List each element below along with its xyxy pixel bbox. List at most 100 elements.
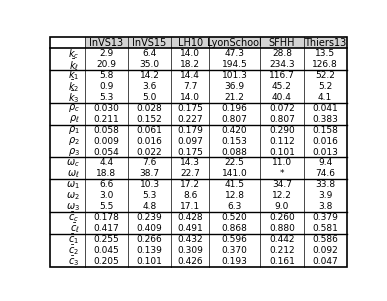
Text: 5.3: 5.3 bbox=[142, 191, 157, 200]
Text: $\rho_2$: $\rho_2$ bbox=[68, 135, 79, 147]
Text: 14.3: 14.3 bbox=[180, 158, 200, 167]
Text: 0.442: 0.442 bbox=[269, 235, 295, 244]
Text: 0.022: 0.022 bbox=[137, 147, 163, 157]
Text: 0.239: 0.239 bbox=[137, 213, 163, 222]
Text: 234.3: 234.3 bbox=[269, 60, 295, 69]
Text: LH10: LH10 bbox=[178, 38, 203, 48]
Text: $\bar{c}_2$: $\bar{c}_2$ bbox=[68, 244, 79, 257]
Text: $\bar{c}_c$: $\bar{c}_c$ bbox=[68, 211, 79, 225]
Text: 22.7: 22.7 bbox=[180, 169, 200, 178]
Text: 0.432: 0.432 bbox=[177, 235, 203, 244]
Text: 14.0: 14.0 bbox=[180, 49, 200, 58]
Text: 4.1: 4.1 bbox=[318, 93, 332, 102]
Text: 41.5: 41.5 bbox=[224, 180, 245, 189]
Text: 3.0: 3.0 bbox=[99, 191, 113, 200]
Text: 3.6: 3.6 bbox=[142, 82, 157, 91]
Text: 0.212: 0.212 bbox=[269, 246, 295, 255]
Text: 0.061: 0.061 bbox=[137, 126, 163, 135]
Text: 0.586: 0.586 bbox=[312, 235, 338, 244]
Text: 5.8: 5.8 bbox=[99, 71, 113, 80]
Text: 0.153: 0.153 bbox=[222, 137, 248, 146]
Bar bbox=[85, 37, 128, 48]
Text: 14.4: 14.4 bbox=[180, 71, 200, 80]
Text: 5.2: 5.2 bbox=[318, 82, 332, 91]
Text: 0.807: 0.807 bbox=[222, 115, 248, 124]
Text: 6.3: 6.3 bbox=[228, 202, 242, 211]
Text: 9.4: 9.4 bbox=[318, 158, 332, 167]
Text: 0.175: 0.175 bbox=[177, 147, 203, 157]
Text: 0.370: 0.370 bbox=[222, 246, 248, 255]
Text: 2.9: 2.9 bbox=[99, 49, 113, 58]
Text: 0.016: 0.016 bbox=[312, 137, 338, 146]
Text: SFHH: SFHH bbox=[269, 38, 295, 48]
Text: $\omega_3$: $\omega_3$ bbox=[65, 201, 79, 213]
Text: 6.6: 6.6 bbox=[99, 180, 113, 189]
Text: 8.6: 8.6 bbox=[183, 191, 197, 200]
Text: 5.3: 5.3 bbox=[99, 93, 113, 102]
Text: 0.596: 0.596 bbox=[222, 235, 248, 244]
Text: 45.2: 45.2 bbox=[272, 82, 292, 91]
Text: 0.193: 0.193 bbox=[222, 257, 248, 266]
Text: 47.3: 47.3 bbox=[224, 49, 245, 58]
Text: 74.6: 74.6 bbox=[315, 169, 335, 178]
Text: 35.0: 35.0 bbox=[140, 60, 160, 69]
Text: $\rho_3$: $\rho_3$ bbox=[67, 146, 79, 158]
Text: 0.016: 0.016 bbox=[137, 137, 163, 146]
Text: 3.8: 3.8 bbox=[318, 202, 332, 211]
Text: Thiers13: Thiers13 bbox=[304, 38, 346, 48]
Text: 9.0: 9.0 bbox=[275, 202, 289, 211]
Text: 4.4: 4.4 bbox=[99, 158, 113, 167]
Text: 0.030: 0.030 bbox=[93, 104, 119, 113]
Text: 13.5: 13.5 bbox=[315, 49, 335, 58]
Text: 0.420: 0.420 bbox=[222, 126, 247, 135]
Text: $\omega_2$: $\omega_2$ bbox=[66, 190, 79, 202]
Text: LyonSchool: LyonSchool bbox=[207, 38, 262, 48]
Text: 10.3: 10.3 bbox=[140, 180, 160, 189]
Text: 33.8: 33.8 bbox=[315, 180, 335, 189]
Text: 0.255: 0.255 bbox=[93, 235, 119, 244]
Text: 0.196: 0.196 bbox=[222, 104, 248, 113]
Text: 0.383: 0.383 bbox=[312, 115, 338, 124]
Text: 12.8: 12.8 bbox=[224, 191, 245, 200]
Text: 6.4: 6.4 bbox=[142, 49, 157, 58]
Text: $\rho_c$: $\rho_c$ bbox=[68, 102, 79, 114]
Text: 3.9: 3.9 bbox=[318, 191, 332, 200]
Text: 0.013: 0.013 bbox=[312, 147, 338, 157]
Text: 0.260: 0.260 bbox=[269, 213, 295, 222]
Text: $\omega_1$: $\omega_1$ bbox=[66, 179, 79, 191]
Text: $k_1$: $k_1$ bbox=[68, 69, 79, 82]
Text: 101.3: 101.3 bbox=[222, 71, 248, 80]
Text: 0.072: 0.072 bbox=[269, 104, 295, 113]
Text: $\bar{k}_3$: $\bar{k}_3$ bbox=[68, 89, 79, 105]
Text: 0.047: 0.047 bbox=[312, 257, 338, 266]
Text: 0.152: 0.152 bbox=[137, 115, 163, 124]
Text: 0.266: 0.266 bbox=[137, 235, 163, 244]
Text: 0.581: 0.581 bbox=[312, 224, 338, 233]
Text: 141.0: 141.0 bbox=[222, 169, 248, 178]
Text: 0.211: 0.211 bbox=[93, 115, 119, 124]
Text: $\rho_1$: $\rho_1$ bbox=[68, 124, 79, 136]
Text: 34.7: 34.7 bbox=[272, 180, 292, 189]
Text: 0.520: 0.520 bbox=[222, 213, 248, 222]
Text: 0.409: 0.409 bbox=[137, 224, 163, 233]
Text: 0.807: 0.807 bbox=[269, 115, 295, 124]
Text: 17.2: 17.2 bbox=[180, 180, 200, 189]
Text: $\bar{k}_2$: $\bar{k}_2$ bbox=[68, 79, 79, 94]
Text: $\bar{c}_\ell$: $\bar{c}_\ell$ bbox=[70, 222, 79, 235]
Text: 194.5: 194.5 bbox=[222, 60, 248, 69]
Text: 0.175: 0.175 bbox=[177, 104, 203, 113]
Text: 17.1: 17.1 bbox=[180, 202, 200, 211]
Text: 0.101: 0.101 bbox=[137, 257, 163, 266]
Text: 18.8: 18.8 bbox=[96, 169, 116, 178]
Text: 0.868: 0.868 bbox=[222, 224, 248, 233]
Text: $\omega_c$: $\omega_c$ bbox=[66, 157, 79, 169]
Text: 0.009: 0.009 bbox=[93, 137, 119, 146]
Bar bbox=[260, 37, 303, 48]
Text: 0.417: 0.417 bbox=[93, 224, 119, 233]
Text: 14.2: 14.2 bbox=[140, 71, 159, 80]
Text: 0.041: 0.041 bbox=[312, 104, 338, 113]
Text: *: * bbox=[280, 169, 284, 178]
Text: 0.158: 0.158 bbox=[312, 126, 338, 135]
Bar bbox=[303, 37, 347, 48]
Text: 11.0: 11.0 bbox=[272, 158, 292, 167]
